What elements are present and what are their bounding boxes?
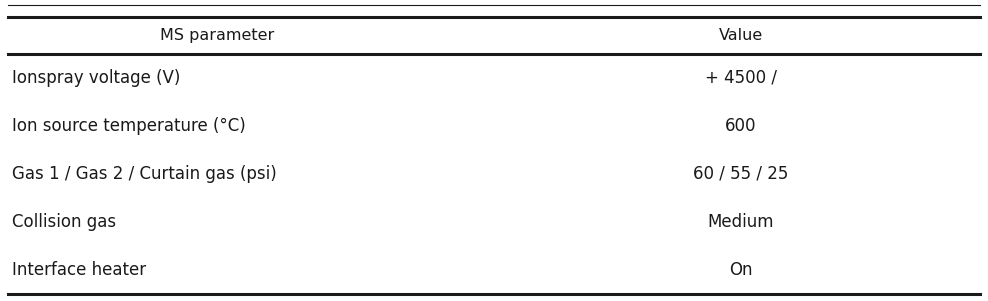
Text: MS parameter: MS parameter	[160, 28, 275, 43]
Text: Ionspray voltage (V): Ionspray voltage (V)	[12, 69, 180, 87]
Text: On: On	[729, 261, 753, 279]
Text: Medium: Medium	[707, 213, 775, 231]
Text: Value: Value	[719, 28, 763, 43]
Text: 60 / 55 / 25: 60 / 55 / 25	[694, 165, 788, 183]
Text: Gas 1 / Gas 2 / Curtain gas (psi): Gas 1 / Gas 2 / Curtain gas (psi)	[12, 165, 277, 183]
Text: + 4500 /: + 4500 /	[705, 69, 777, 87]
Text: Interface heater: Interface heater	[12, 261, 146, 279]
Text: 600: 600	[725, 117, 757, 135]
Text: Collision gas: Collision gas	[12, 213, 116, 231]
Text: Ion source temperature (°C): Ion source temperature (°C)	[12, 117, 246, 135]
